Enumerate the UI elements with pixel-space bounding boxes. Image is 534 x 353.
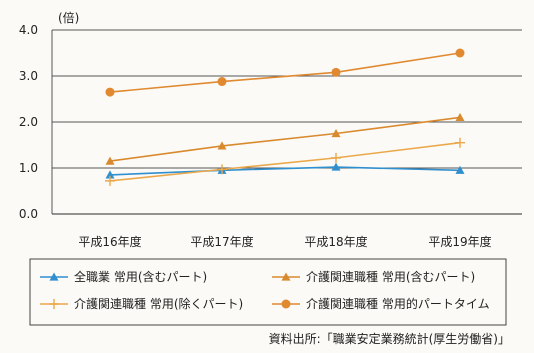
y-tick-label: 2.0 bbox=[19, 115, 38, 129]
y-tick-label: 0.0 bbox=[19, 207, 38, 221]
source-note: 資料出所:「職業安定業務統計(厚生労働省)」 bbox=[269, 331, 510, 346]
legend-items: 全職業 常用(含むパート) 介護関連職種 常用(含むパート) 介護関連職種 常用(除… bbox=[40, 269, 490, 311]
x-axis-ticks: 平成16年度 平成17年度 平成18年度 平成19年度 bbox=[78, 234, 491, 249]
series-line bbox=[109, 52, 461, 93]
y-axis-ticks: 0.0 1.0 2.0 3.0 4.0 bbox=[19, 23, 38, 221]
data-point-marker bbox=[281, 272, 291, 281]
unit-label: (倍) bbox=[58, 10, 79, 25]
legend bbox=[29, 258, 507, 326]
legend-label: 介護関連職種 常用的パートタイム bbox=[306, 296, 490, 311]
y-tick-label: 4.0 bbox=[19, 23, 38, 37]
data-point-marker bbox=[455, 48, 465, 58]
series-line bbox=[109, 166, 461, 176]
data-point-marker bbox=[217, 77, 227, 87]
data-point-marker bbox=[331, 152, 341, 163]
y-tick-label: 3.0 bbox=[19, 69, 38, 83]
data-point-marker bbox=[49, 272, 59, 281]
data-point-marker bbox=[281, 299, 291, 309]
data-point-marker bbox=[331, 162, 341, 171]
data-point-marker bbox=[455, 165, 465, 174]
series-line bbox=[109, 116, 461, 162]
data-point-marker bbox=[105, 170, 115, 179]
data-point-marker bbox=[455, 137, 465, 148]
x-tick-label: 平成18年度 bbox=[304, 234, 367, 249]
data-point-marker bbox=[217, 141, 227, 150]
series-group bbox=[105, 48, 465, 186]
series-line bbox=[109, 141, 461, 182]
legend-label: 介護関連職種 常用(含むパート) bbox=[306, 269, 475, 284]
data-point-marker bbox=[105, 175, 115, 186]
legend-label: 全職業 常用(含むパート) bbox=[74, 269, 207, 284]
data-point-marker bbox=[217, 164, 227, 175]
grid bbox=[51, 29, 522, 215]
x-tick-label: 平成17年度 bbox=[190, 234, 253, 249]
data-point-marker bbox=[49, 299, 59, 309]
data-point-marker bbox=[331, 67, 341, 77]
data-point-marker bbox=[105, 87, 115, 97]
y-tick-label: 1.0 bbox=[19, 161, 38, 175]
data-point-marker bbox=[105, 156, 115, 165]
data-point-marker bbox=[455, 112, 465, 121]
legend-label: 介護関連職種 常用(除くパート) bbox=[74, 296, 243, 311]
x-tick-label: 平成16年度 bbox=[78, 234, 141, 249]
x-tick-label: 平成19年度 bbox=[428, 234, 491, 249]
data-point-marker bbox=[331, 129, 341, 138]
